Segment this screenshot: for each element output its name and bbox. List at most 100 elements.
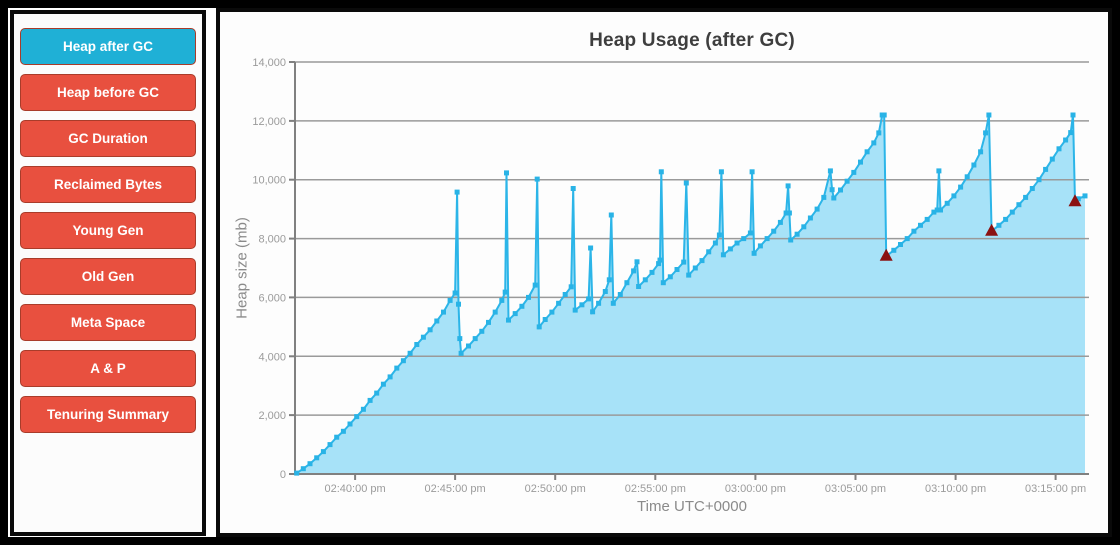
sidebar-button-old-gen[interactable]: Old Gen	[20, 258, 196, 295]
data-point-marker	[387, 374, 393, 380]
data-point-marker	[590, 309, 596, 315]
data-point-marker	[579, 302, 585, 308]
data-point-marker	[831, 195, 837, 201]
data-point-marker	[918, 222, 923, 228]
x-tick-label: 03:10:00 pm	[925, 483, 986, 495]
data-point-marker	[876, 130, 882, 136]
data-point-marker	[617, 292, 623, 297]
data-point-marker	[327, 442, 333, 448]
x-axis-title: Time UTC+0000	[637, 498, 747, 515]
x-tick-label: 02:40:00 pm	[325, 483, 386, 495]
data-point-marker	[610, 300, 616, 306]
data-point-marker	[400, 358, 406, 364]
data-point-marker	[294, 470, 300, 476]
x-tick-label: 02:50:00 pm	[525, 483, 586, 495]
data-point-marker	[891, 247, 897, 253]
data-point-marker	[718, 169, 724, 175]
data-point-marker	[479, 328, 485, 334]
data-point-marker	[1056, 146, 1062, 152]
data-point-marker	[588, 245, 594, 251]
data-point-marker	[777, 219, 783, 225]
data-point-marker	[864, 149, 870, 155]
data-point-marker	[454, 189, 460, 195]
chart-title: Heap Usage (after GC)	[589, 30, 795, 51]
sidebar-button-young-gen[interactable]: Young Gen	[20, 212, 196, 249]
data-point-marker	[1049, 156, 1055, 162]
data-point-marker	[466, 343, 471, 349]
sidebar: Heap after GC Heap before GC GC Duration Re…	[10, 10, 206, 536]
data-point-marker	[783, 210, 789, 216]
data-point-marker	[1063, 137, 1069, 143]
data-point-marker	[986, 112, 992, 118]
data-point-marker	[827, 168, 833, 174]
data-point-marker	[492, 309, 498, 315]
y-tick-label: 0	[280, 469, 286, 481]
full-gc-marker	[1068, 194, 1082, 207]
data-point-marker	[727, 246, 733, 252]
data-point-marker	[572, 307, 578, 313]
x-tick-label: 03:00:00 pm	[725, 483, 786, 495]
data-point-marker	[794, 231, 800, 237]
data-point-marker	[786, 210, 792, 216]
data-point-marker	[347, 421, 353, 427]
data-point-marker	[706, 249, 712, 255]
data-point-marker	[536, 324, 542, 330]
y-tick-label: 6,000	[258, 292, 286, 304]
data-point-marker	[971, 162, 977, 168]
x-tick-label: 03:05:00 pm	[825, 483, 886, 495]
data-point-marker	[964, 174, 970, 180]
data-point-marker	[519, 303, 525, 309]
sidebar-button-a-and-p[interactable]: A & P	[20, 350, 196, 387]
data-point-marker	[1029, 186, 1035, 191]
data-point-marker	[658, 169, 664, 175]
sidebar-button-tenuring-summary[interactable]: Tenuring Summary	[20, 396, 196, 433]
data-point-marker	[452, 290, 458, 296]
sidebar-button-heap-before-gc[interactable]: Heap before GC	[20, 74, 196, 111]
chart-panel: 0 2,000 4,000 6,000 8,000 10,000 12,000 14,000 0…	[216, 8, 1112, 537]
y-tick-label: 14,000	[252, 57, 286, 69]
data-point-marker	[788, 237, 794, 243]
data-point-marker	[354, 414, 360, 420]
data-point-marker	[300, 466, 306, 472]
data-point-marker	[911, 228, 917, 234]
y-tick-label: 2,000	[258, 410, 286, 422]
data-point-marker	[764, 236, 770, 242]
data-point-marker	[749, 169, 755, 175]
sidebar-button-reclaimed-bytes[interactable]: Reclaimed Bytes	[20, 166, 196, 203]
data-point-marker	[502, 289, 508, 295]
data-point-marker	[441, 309, 446, 315]
sidebar-button-meta-space[interactable]: Meta Space	[20, 304, 196, 341]
heap-usage-chart[interactable]: 0 2,000 4,000 6,000 8,000 10,000 12,000 14,000 0…	[220, 12, 1108, 533]
data-point-marker	[801, 224, 807, 230]
data-point-marker	[457, 336, 463, 342]
data-point-marker	[320, 449, 326, 455]
data-point-marker	[434, 318, 440, 324]
data-point-marker	[1082, 193, 1088, 199]
data-point-marker	[692, 265, 698, 271]
data-point-marker	[904, 236, 910, 242]
data-point-marker	[624, 280, 630, 286]
data-point-marker	[858, 159, 863, 165]
sidebar-button-heap-after-gc[interactable]: Heap after GC	[20, 28, 196, 65]
data-point-marker	[712, 240, 718, 246]
data-point-marker	[785, 183, 791, 189]
data-point-marker	[814, 206, 820, 212]
data-point-marker	[586, 296, 592, 302]
data-point-marker	[634, 259, 640, 265]
data-point-marker	[534, 176, 540, 182]
data-point-marker	[699, 258, 705, 264]
data-point-marker	[596, 300, 602, 306]
x-tick-label: 02:55:00 pm	[625, 483, 686, 495]
full-gc-marker	[985, 223, 999, 236]
data-point-marker	[556, 300, 562, 306]
data-point-marker	[829, 187, 835, 193]
data-point-marker	[602, 289, 608, 294]
data-point-marker	[334, 434, 340, 440]
data-point-marker	[570, 186, 576, 191]
data-point-marker	[720, 252, 726, 258]
y-tick-label: 4,000	[258, 351, 286, 363]
data-point-marker	[936, 168, 942, 174]
data-point-marker	[958, 184, 964, 190]
data-point-marker	[506, 317, 511, 323]
sidebar-button-gc-duration[interactable]: GC Duration	[20, 120, 196, 157]
